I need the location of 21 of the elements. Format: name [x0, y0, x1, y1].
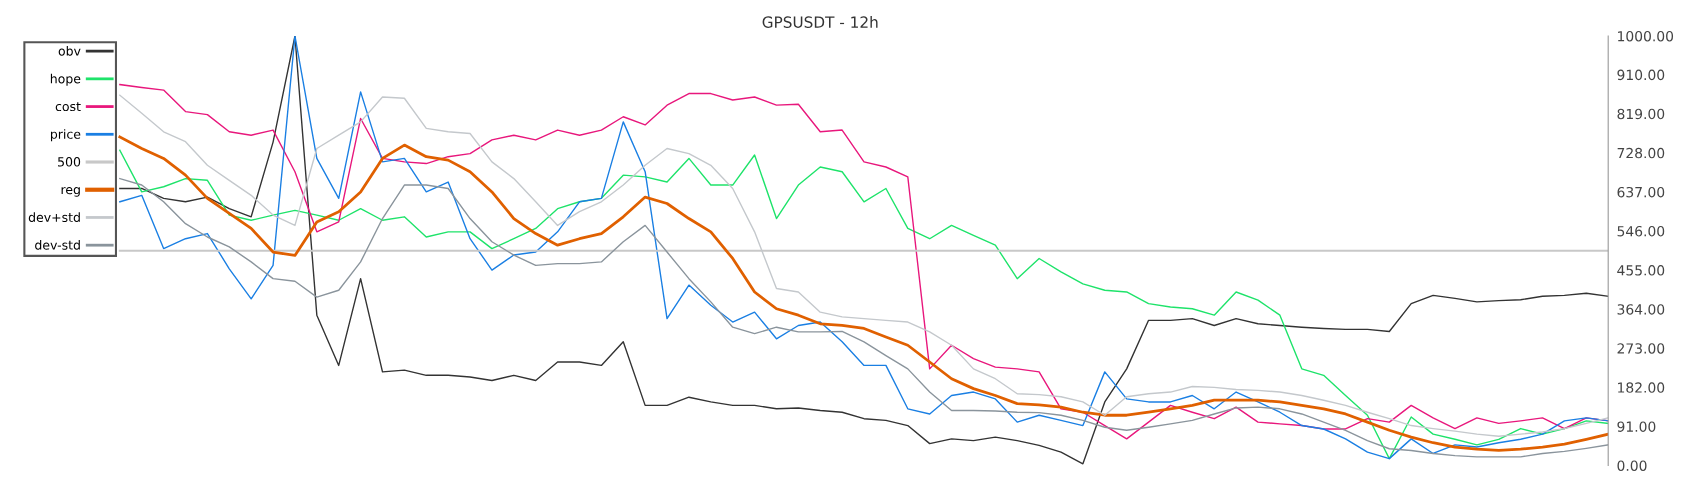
y-tick-label: 0.00 — [1617, 460, 1647, 471]
legend-label: 500 — [58, 157, 81, 167]
y-tick-label: 819.00 — [1617, 108, 1665, 120]
y-tick-label: 182.00 — [1618, 382, 1665, 393]
y-tick-label: 1000.00 — [1618, 30, 1674, 42]
legend-label: obv — [58, 46, 81, 56]
y-tick-label: 728.00 — [1617, 147, 1665, 159]
y-tick-label: 546.00 — [1617, 225, 1665, 237]
y-tick-label: 364.00 — [1617, 304, 1665, 315]
y-tick-label: 637.00 — [1617, 186, 1665, 198]
y-tick-label: 273.00 — [1617, 343, 1665, 354]
y-tick-label: 455.00 — [1617, 265, 1665, 276]
legend-label: price — [50, 129, 81, 142]
legend-label: dev+std — [28, 212, 80, 223]
y-tick-label: 910.00 — [1617, 69, 1665, 81]
legend-label: dev-std — [35, 240, 80, 250]
chart-title: GPSUSDT - 12h — [762, 16, 878, 28]
legend-label: hope — [50, 73, 81, 86]
y-tick-label: 91.00 — [1617, 421, 1656, 432]
legend-label: reg — [61, 187, 80, 197]
legend-label: cost — [55, 102, 81, 112]
